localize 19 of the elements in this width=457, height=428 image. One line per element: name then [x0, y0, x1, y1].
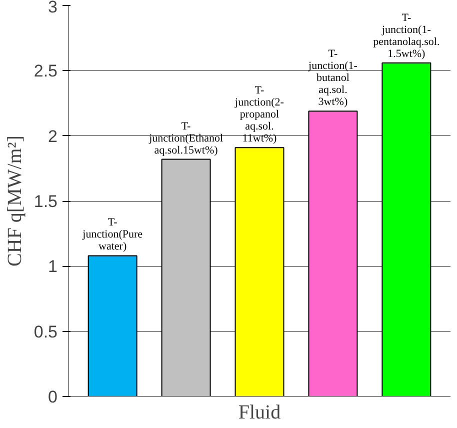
x-tick-label: T-junction(1-pentanolaq.sol. 1.5wt%): [373, 12, 440, 60]
y-axis-title: CHF q[MW/m²]: [4, 136, 26, 266]
bar: [161, 158, 211, 396]
bar: [234, 147, 284, 396]
bar: [88, 255, 138, 396]
y-tick-label: 0.5: [34, 322, 58, 342]
bar: [382, 62, 432, 396]
x-tick-label: T-junction(1-butanol aq.sol. 3wt%): [308, 48, 358, 108]
y-tick-label: 0: [48, 388, 58, 406]
x-tick-label: T-junction(Ethanol aq.sol.15wt%): [148, 120, 224, 156]
y-tick-label: 2.5: [34, 62, 58, 81]
x-tick-label: T-junction(2-propanol aq.sol. 11wt%): [234, 84, 284, 145]
y-tick-label: 2: [48, 126, 58, 146]
x-axis-title: Fluid: [238, 402, 281, 424]
bar: [308, 110, 358, 396]
y-tick-label: 1.5: [34, 192, 58, 211]
y-tick-label: 3: [48, 0, 58, 16]
x-tick-label: T-junction(Pure water): [82, 216, 143, 253]
y-tick-label: 1: [48, 257, 58, 276]
